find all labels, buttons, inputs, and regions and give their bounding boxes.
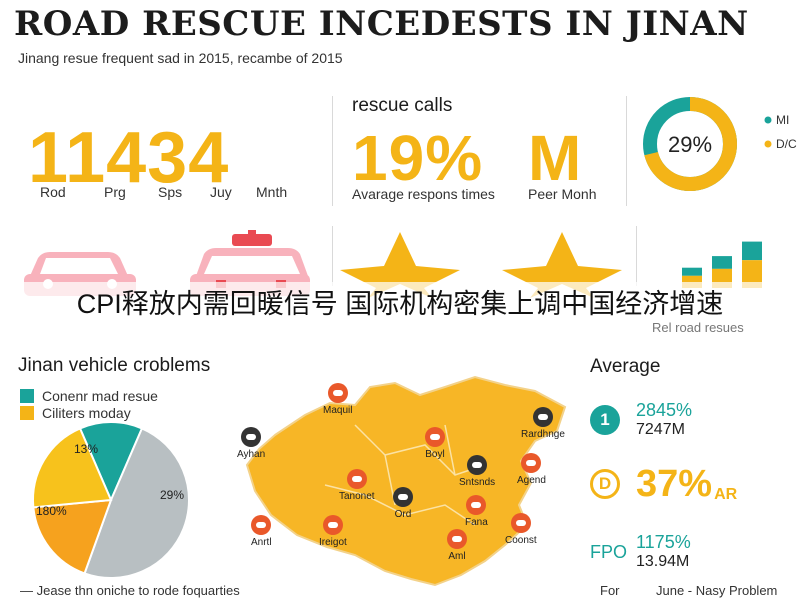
average-footer-right: June - Nasy Problem xyxy=(656,583,778,598)
legend-label: Conenr mad resue xyxy=(42,388,158,404)
average-value-secondary: AR xyxy=(714,486,738,503)
problems-pie-chart: 13% 29% 180% xyxy=(16,420,206,580)
average-footer-left: For xyxy=(600,583,620,598)
map-city-10[interactable]: Coonst xyxy=(505,513,537,546)
page-subtitle: Jinang resue frequent sad in 2015, recam… xyxy=(18,50,343,66)
average-heading: Average xyxy=(590,356,661,377)
rescue-map[interactable]: Maquil Ayhan Boyl Rardhnge Sntsnds Agend… xyxy=(235,365,580,595)
page-title: ROAD RESCUE INCEDESTS IN JINAN xyxy=(14,4,749,44)
legend-swatch xyxy=(20,389,34,403)
map-city-6[interactable]: Agend xyxy=(517,453,546,486)
map-city-11[interactable]: Aml xyxy=(447,529,467,562)
average-value-primary: 2845% xyxy=(636,400,693,420)
pie-slice xyxy=(83,427,190,579)
divider xyxy=(626,96,627,206)
kpi-left-label-2: Prg xyxy=(104,184,126,200)
kpi-left-label-1: Rod xyxy=(40,184,66,200)
kpi-left-label-3: Sps xyxy=(158,184,183,200)
average-value-primary: 37% xyxy=(636,463,713,505)
donut-legend-2: D/C xyxy=(776,137,797,151)
donut-legend-dot xyxy=(764,116,772,124)
average-badge: 1 xyxy=(590,405,620,435)
donut-legend-1: MI xyxy=(776,113,789,127)
kpi-left-value: 11434 xyxy=(28,118,230,198)
pie-label-4: 180% xyxy=(36,504,67,518)
average-item-1: 1 2845% 7247M xyxy=(590,400,692,440)
donut-arc xyxy=(643,97,737,191)
divider xyxy=(332,96,333,206)
mini-bar-caption: Rel road resues xyxy=(652,320,744,335)
average-item-3: FPO 1175% 13.94M xyxy=(590,532,691,572)
map-city-4[interactable]: Rardhnge xyxy=(521,407,565,440)
donut-chart: 29% MI D/C xyxy=(643,97,797,191)
problems-legend-2: Ciliters moday xyxy=(20,405,131,421)
map-city-9[interactable]: Fana xyxy=(465,495,488,528)
kpi-mid-label-b: Peer Monh xyxy=(528,186,597,202)
rating-illustration xyxy=(340,232,622,298)
map-city-2[interactable]: Ayhan xyxy=(237,427,265,460)
kpi-left-label-5: Mnth xyxy=(256,184,288,200)
map-city-5[interactable]: Sntsnds xyxy=(459,455,495,488)
pie-slice xyxy=(32,427,113,509)
average-badge: FPO xyxy=(590,541,628,562)
legend-swatch xyxy=(20,406,34,420)
divider xyxy=(332,226,333,286)
average-value-secondary: 7247M xyxy=(636,421,685,438)
pie-label-1: 13% xyxy=(74,442,99,456)
kpi-mid-value-a: 19% xyxy=(352,122,484,194)
map-city-12[interactable]: Anrtl xyxy=(251,515,272,548)
problems-footer-text: Jease thn oniche to rode foquarties xyxy=(36,583,240,598)
mini-bar xyxy=(742,241,762,288)
map-city-3[interactable]: Boyl xyxy=(425,427,445,460)
map-city-1[interactable]: Maquil xyxy=(323,383,352,416)
news-banner[interactable]: CPI释放内需回暖信号 国际机构密集上调中国经济增速 xyxy=(0,282,800,326)
problems-footer: — Jease thn oniche to rode foquarties xyxy=(20,583,240,598)
star-icon xyxy=(502,232,622,298)
map-city-7[interactable]: Tanonet xyxy=(339,469,375,502)
kpi-mid-label-a: Avarage respons times xyxy=(352,186,495,202)
problems-legend-1: Conenr mad resue xyxy=(20,388,158,404)
pie-svg xyxy=(32,421,190,579)
average-value-secondary: 13.94M xyxy=(636,553,690,570)
average-value-primary: 1175% xyxy=(636,532,691,552)
donut-legend-dot xyxy=(764,140,772,148)
kpi-mid-value-b: M xyxy=(528,122,583,194)
map-city-8[interactable]: Ord xyxy=(393,487,413,520)
divider xyxy=(636,226,637,286)
rescue-calls-heading: rescue calls xyxy=(352,95,453,116)
problems-heading: Jinan vehicle croblems xyxy=(18,355,211,376)
map-city-13[interactable]: Ireigot xyxy=(319,515,347,548)
star-icon xyxy=(340,232,460,298)
average-item-2: D 37% AR xyxy=(590,464,737,504)
average-badge: D xyxy=(590,469,620,499)
kpi-left-label-4: Juy xyxy=(210,184,232,200)
pie-slice xyxy=(32,498,113,575)
pie-slice xyxy=(78,421,144,503)
pie-label-2: 29% xyxy=(160,488,185,502)
legend-label: Ciliters moday xyxy=(42,405,131,421)
donut-label: 29% xyxy=(668,132,712,157)
